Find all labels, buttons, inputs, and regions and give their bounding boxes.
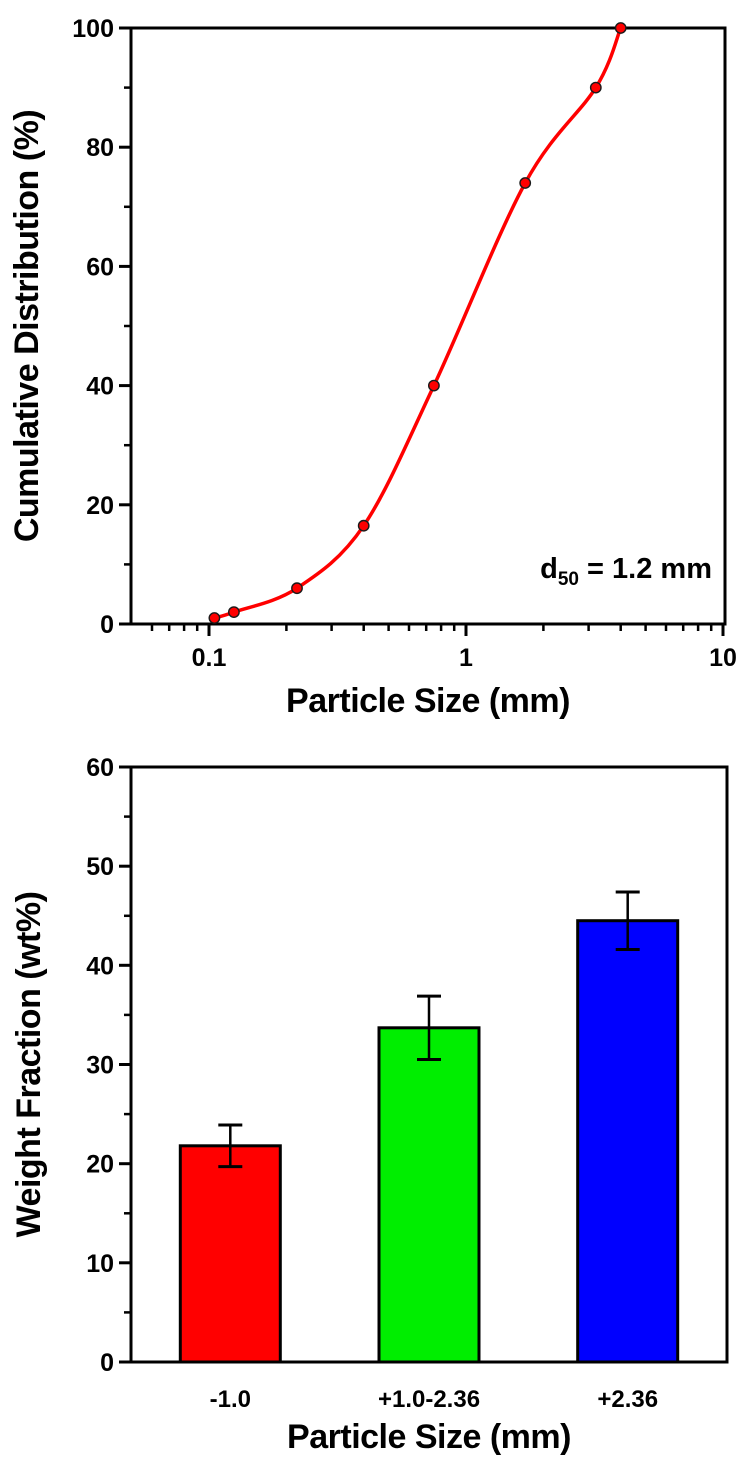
x-axis-category-label: +2.36 bbox=[597, 1386, 658, 1413]
y-axis-tick-label: 60 bbox=[86, 253, 114, 281]
y-axis-title: Cumulative Distribution (%) bbox=[8, 110, 46, 542]
data-point-marker bbox=[427, 379, 440, 392]
y-axis-tick-label: 10 bbox=[86, 1250, 114, 1278]
y-axis-tick-label: 50 bbox=[86, 853, 114, 881]
bar-+2.36 bbox=[576, 919, 680, 1364]
x-axis-title: Particle Size (mm) bbox=[287, 1418, 571, 1456]
y-axis-tick-label: 40 bbox=[86, 373, 114, 401]
y-axis-tick-label: 0 bbox=[100, 611, 114, 639]
bar--1.0 bbox=[178, 1144, 282, 1364]
data-point-marker bbox=[291, 582, 303, 595]
data-point-marker bbox=[519, 177, 532, 189]
x-axis-tick-label: 1 bbox=[459, 644, 473, 672]
y-axis-tick-label: 60 bbox=[86, 754, 114, 782]
plot-frame bbox=[129, 26, 727, 626]
y-axis-title: Weight Fraction (wt%) bbox=[10, 892, 48, 1238]
y-axis-tick-label: 40 bbox=[86, 952, 114, 980]
x-axis-category-label: -1.0 bbox=[210, 1386, 251, 1413]
data-point-marker bbox=[357, 519, 370, 532]
x-axis-tick-label: 0.1 bbox=[192, 644, 227, 672]
data-point-marker bbox=[614, 22, 627, 34]
data-line bbox=[213, 27, 623, 620]
weight-fraction-plot: 0 10 20 30 40 50 60 -1.0 +1.0-2.36 +2.36 Particle … bbox=[10, 754, 729, 1456]
x-axis-tick-label: 10 bbox=[709, 644, 737, 672]
y-axis-tick-label: 80 bbox=[86, 134, 114, 162]
cumulative-distribution-chart: 0.1 1 10 0 20 40 60 80 100 Particle Size (mm) Cumu… bbox=[0, 0, 747, 720]
y-axis-tick-label: 20 bbox=[86, 492, 114, 520]
y-axis-tick-label: 100 bbox=[72, 15, 114, 43]
data-point-marker bbox=[227, 606, 240, 618]
y-axis-tick-label: 30 bbox=[86, 1052, 114, 1080]
x-axis-title: Particle Size (mm) bbox=[286, 682, 570, 720]
d50-annotation: d50 = 1.2 mm bbox=[540, 553, 712, 590]
bar-+1.0-2.36 bbox=[377, 1026, 481, 1364]
weight-fraction-chart: 0 10 20 30 40 50 60 -1.0 +1.0-2.36 +2.36 Particle … bbox=[0, 720, 747, 1464]
y-axis-tick-label: 0 bbox=[100, 1349, 114, 1377]
x-axis-category-label: +1.0-2.36 bbox=[378, 1386, 480, 1413]
data-point-marker bbox=[208, 612, 221, 624]
data-point-marker bbox=[589, 81, 602, 94]
y-axis-tick-label: 20 bbox=[86, 1151, 114, 1179]
